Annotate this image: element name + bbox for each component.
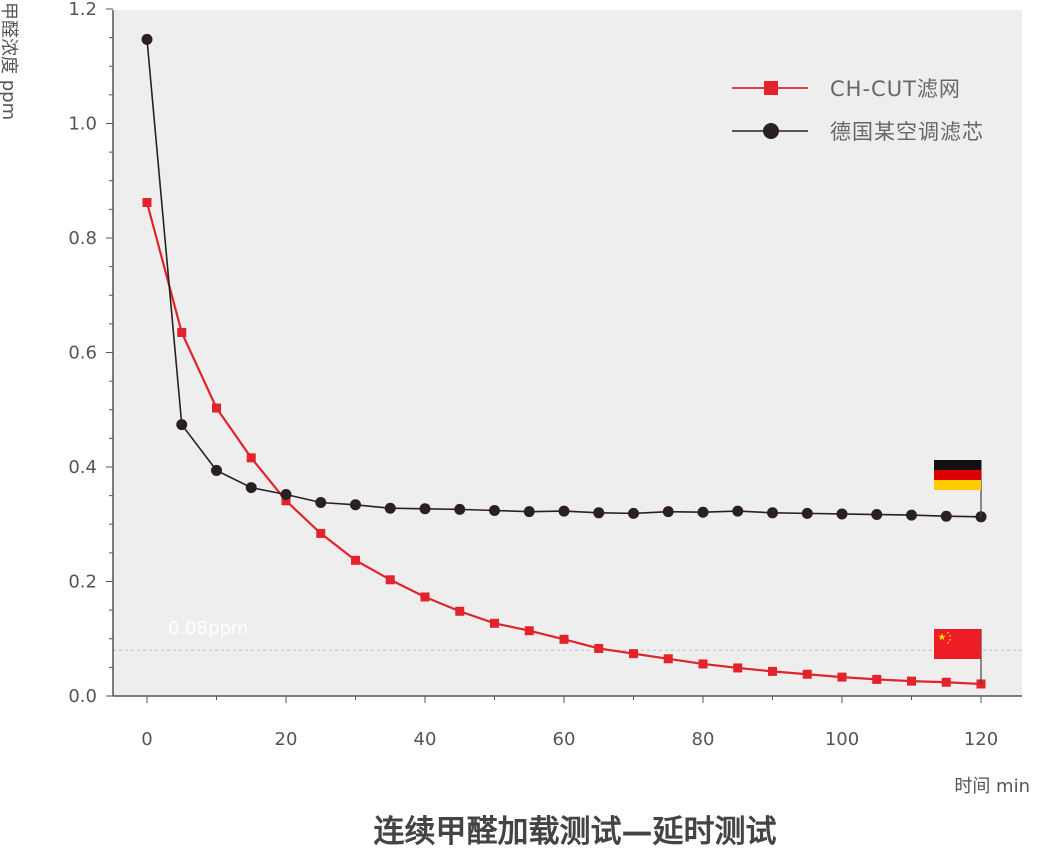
- data-point: [351, 555, 360, 565]
- data-point: [802, 669, 812, 679]
- legend-marker: [763, 123, 779, 139]
- flag-star-small: [946, 641, 950, 645]
- data-point: [524, 626, 534, 636]
- data-point: [593, 507, 605, 519]
- y-tick-label: 0.4: [68, 457, 97, 478]
- data-point: [281, 496, 291, 506]
- y-tick-label: 1.2: [68, 0, 97, 20]
- data-point: [384, 502, 396, 514]
- data-point: [455, 606, 465, 616]
- data-point: [176, 419, 188, 431]
- legend-marker: [764, 81, 778, 95]
- legend-item: 德国某空调滤芯: [732, 120, 984, 144]
- x-tick-label: 0: [141, 729, 152, 750]
- flag-stripe: [934, 470, 981, 480]
- data-point: [454, 503, 466, 515]
- data-point: [211, 464, 222, 476]
- chart-title: 连续甲醛加载测试—延时测试: [374, 814, 777, 850]
- flag-star-small: [948, 634, 952, 638]
- data-point: [245, 482, 257, 494]
- data-point: [594, 643, 604, 653]
- data-point: [697, 506, 709, 518]
- legend-label: CH-CUT滤网: [830, 77, 961, 101]
- data-point: [767, 507, 778, 519]
- data-point: [420, 592, 430, 602]
- data-point: [350, 499, 361, 511]
- data-point: [141, 33, 153, 45]
- reference-line-label: 0.08ppm: [168, 618, 248, 639]
- y-tick-label: 0.0: [68, 686, 97, 707]
- data-point: [801, 507, 813, 519]
- data-point: [733, 663, 743, 673]
- series-layer: [141, 33, 987, 689]
- data-point: [490, 618, 499, 628]
- y-tick-label: 0.6: [68, 343, 97, 364]
- y-tick-label: 1.0: [68, 114, 97, 135]
- legend-label: 德国某空调滤芯: [830, 120, 984, 144]
- plot-background: [113, 10, 1022, 696]
- y-tick-label: 0.2: [68, 572, 97, 593]
- data-point: [837, 672, 847, 682]
- y-tick-label: 0.8: [68, 228, 97, 249]
- data-point: [732, 505, 744, 517]
- x-tick-label: 20: [275, 729, 298, 750]
- reference-line-group: 0.08ppm: [113, 618, 1022, 651]
- data-point: [836, 508, 848, 520]
- data-point: [489, 505, 500, 517]
- flags: [934, 460, 982, 684]
- data-point: [212, 403, 221, 413]
- data-point: [559, 634, 569, 644]
- data-point: [419, 503, 431, 515]
- data-point: [558, 505, 570, 517]
- x-tick-label: 100: [825, 729, 859, 750]
- data-point: [316, 528, 326, 538]
- flag-stripe: [934, 460, 981, 470]
- x-tick-label: 120: [964, 729, 998, 750]
- data-point: [940, 510, 952, 522]
- data-point: [315, 496, 327, 508]
- data-point: [663, 654, 673, 664]
- legend-item: CH-CUT滤网: [732, 77, 961, 101]
- data-point: [698, 659, 708, 669]
- x-axis-title: 时间 min: [954, 776, 1030, 797]
- data-point: [662, 506, 674, 518]
- x-tick-label: 80: [692, 729, 715, 750]
- flag-star-small: [948, 638, 952, 642]
- flag-stripe: [934, 480, 981, 490]
- flag-field: [934, 629, 981, 659]
- data-point: [177, 327, 187, 337]
- y-axis-title: 甲醛浓度 ppm: [0, 2, 19, 120]
- data-point: [142, 198, 152, 208]
- data-point: [906, 509, 917, 521]
- germany-flag-icon: [934, 460, 982, 517]
- data-point: [246, 453, 256, 463]
- data-point: [872, 674, 882, 684]
- x-tick-label: 60: [553, 729, 576, 750]
- data-point: [768, 666, 777, 676]
- axes: [106, 8, 1022, 703]
- series-0: [142, 198, 986, 689]
- data-point: [628, 507, 639, 519]
- data-point: [385, 575, 395, 585]
- flag-star: [938, 633, 946, 641]
- data-point: [523, 506, 535, 518]
- flag-star-small: [946, 631, 950, 635]
- x-tick-label: 40: [414, 729, 437, 750]
- data-point: [629, 649, 638, 659]
- data-point: [871, 509, 883, 521]
- data-point: [280, 488, 292, 500]
- tick-labels: 0.0 0.2 0.4 0.6 0.8 1.0 1.2 0 20 40 60 80 100 120: [68, 0, 998, 750]
- data-point: [941, 677, 951, 687]
- china-flag-icon: [934, 629, 982, 684]
- data-point: [907, 676, 916, 686]
- series-1: [141, 33, 987, 523]
